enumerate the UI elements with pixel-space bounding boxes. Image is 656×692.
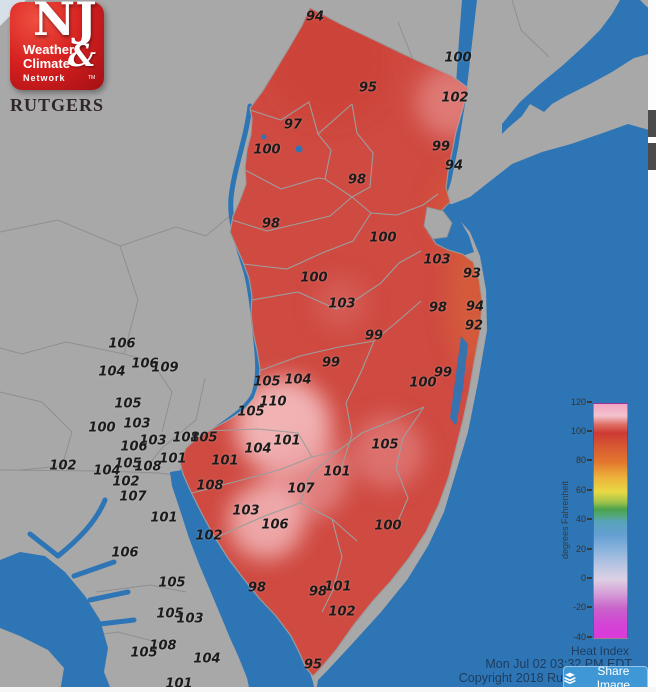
- rutgers-wordmark: RUTGERS: [9, 95, 105, 115]
- share-image-button[interactable]: Share Image: [563, 664, 648, 692]
- logo-climate-text: Climate: [23, 56, 70, 71]
- page-bottom-strip: [0, 687, 656, 692]
- logo-network-text: Network: [23, 73, 66, 83]
- copyright-text: Copyright 2018 Ru: [458, 671, 563, 685]
- nj-logo-card: NJ Weather Climate Network & TM: [10, 0, 104, 90]
- logo-weather-text: Weather: [23, 42, 75, 57]
- scrollbar-thumb[interactable]: [648, 110, 656, 137]
- layers-stack-icon: [564, 672, 576, 684]
- staten-island: [423, 206, 453, 240]
- njwxnet-logo: NJ Weather Climate Network & TM RUTGERS: [0, 0, 106, 116]
- logo-nj-text: NJ: [33, 0, 97, 46]
- nj-county-lines: [187, 101, 439, 613]
- logo-ampersand: &: [68, 38, 96, 74]
- scrollbar-thumb[interactable]: [648, 143, 656, 170]
- scrollbar-track[interactable]: [648, 0, 656, 692]
- logo-tm-mark: TM: [88, 75, 96, 81]
